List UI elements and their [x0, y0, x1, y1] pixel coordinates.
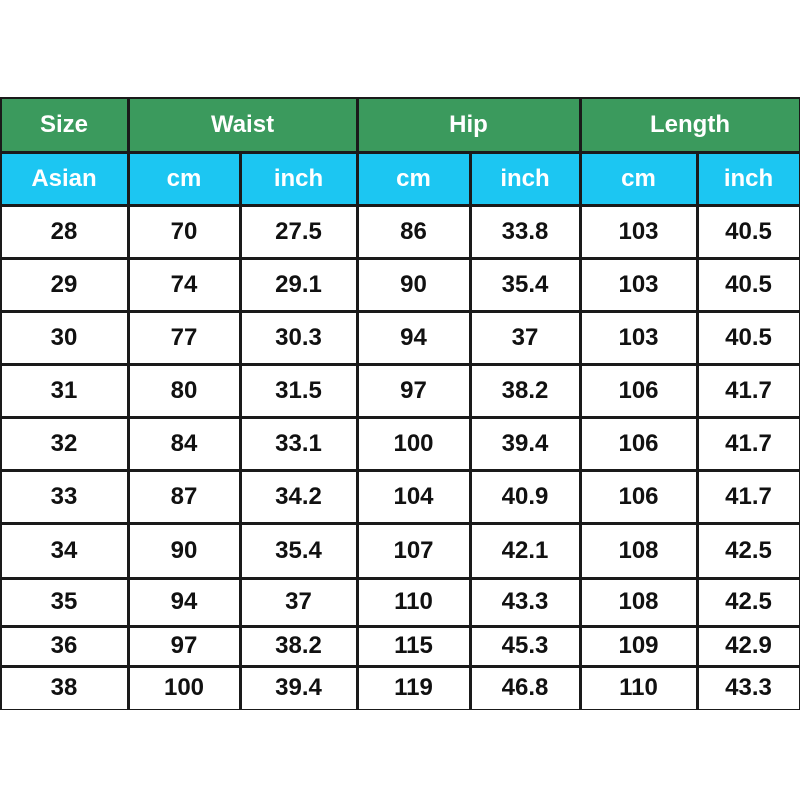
table-cell: 106: [581, 471, 696, 522]
header-cell: Hip: [358, 98, 579, 151]
subheader-cell: inch: [471, 153, 579, 204]
table-cell: 110: [581, 667, 696, 709]
table-cell: 34.2: [241, 471, 356, 522]
table-cell: 40.5: [698, 259, 799, 310]
table-cell: 40.5: [698, 312, 799, 363]
header-cell: Size: [1, 98, 127, 151]
table-cell: 43.3: [471, 579, 579, 625]
header-cell: Waist: [129, 98, 356, 151]
table-cell: 40.5: [698, 206, 799, 257]
table-cell: 119: [358, 667, 469, 709]
table-cell: 41.7: [698, 418, 799, 469]
table-cell: 38.2: [471, 365, 579, 416]
table-cell: 30.3: [241, 312, 356, 363]
table-cell: 29: [1, 259, 127, 310]
table-cell: 97: [358, 365, 469, 416]
table-cell: 37: [471, 312, 579, 363]
table-cell: 107: [358, 524, 469, 577]
table-cell: 87: [129, 471, 239, 522]
table-cell: 33.1: [241, 418, 356, 469]
subheader-cell: cm: [358, 153, 469, 204]
table-cell: 106: [581, 418, 696, 469]
table-cell: 109: [581, 627, 696, 665]
size-table: Size Waist Hip Length Asian cm inch cm inch cm inc…: [0, 97, 800, 710]
table-cell: 90: [358, 259, 469, 310]
table-cell: 42.5: [698, 579, 799, 625]
table-cell: 84: [129, 418, 239, 469]
table-cell: 33.8: [471, 206, 579, 257]
table-cell: 39.4: [241, 667, 356, 709]
table-cell: 35.4: [471, 259, 579, 310]
table-cell: 29.1: [241, 259, 356, 310]
table-cell: 104: [358, 471, 469, 522]
table-cell: 38: [1, 667, 127, 709]
table-cell: 37: [241, 579, 356, 625]
table-cell: 42.1: [471, 524, 579, 577]
table-cell: 70: [129, 206, 239, 257]
table-cell: 31: [1, 365, 127, 416]
header-cell: Length: [581, 98, 799, 151]
table-cell: 40.9: [471, 471, 579, 522]
subheader-cell: cm: [129, 153, 239, 204]
table-cell: 74: [129, 259, 239, 310]
table-cell: 33: [1, 471, 127, 522]
table-cell: 100: [129, 667, 239, 709]
table-cell: 28: [1, 206, 127, 257]
subheader-cell: inch: [698, 153, 799, 204]
table-cell: 41.7: [698, 471, 799, 522]
table-cell: 86: [358, 206, 469, 257]
table-cell: 103: [581, 312, 696, 363]
table-cell: 103: [581, 206, 696, 257]
table-cell: 97: [129, 627, 239, 665]
table-cell: 27.5: [241, 206, 356, 257]
table-cell: 36: [1, 627, 127, 665]
table-cell: 43.3: [698, 667, 799, 709]
subheader-cell: cm: [581, 153, 696, 204]
subheader-cell: Asian: [1, 153, 127, 204]
table-cell: 100: [358, 418, 469, 469]
subheader-cell: inch: [241, 153, 356, 204]
table-cell: 106: [581, 365, 696, 416]
table-cell: 30: [1, 312, 127, 363]
table-cell: 80: [129, 365, 239, 416]
table-cell: 41.7: [698, 365, 799, 416]
table-cell: 35: [1, 579, 127, 625]
table-cell: 35.4: [241, 524, 356, 577]
table-cell: 31.5: [241, 365, 356, 416]
table-cell: 90: [129, 524, 239, 577]
table-cell: 39.4: [471, 418, 579, 469]
table-cell: 38.2: [241, 627, 356, 665]
table-cell: 110: [358, 579, 469, 625]
table-cell: 45.3: [471, 627, 579, 665]
table-cell: 94: [129, 579, 239, 625]
table-cell: 77: [129, 312, 239, 363]
table-cell: 115: [358, 627, 469, 665]
table-cell: 108: [581, 579, 696, 625]
table-cell: 34: [1, 524, 127, 577]
table-cell: 103: [581, 259, 696, 310]
table-cell: 108: [581, 524, 696, 577]
table-cell: 94: [358, 312, 469, 363]
table-cell: 42.5: [698, 524, 799, 577]
table-cell: 42.9: [698, 627, 799, 665]
table-cell: 32: [1, 418, 127, 469]
table-cell: 46.8: [471, 667, 579, 709]
